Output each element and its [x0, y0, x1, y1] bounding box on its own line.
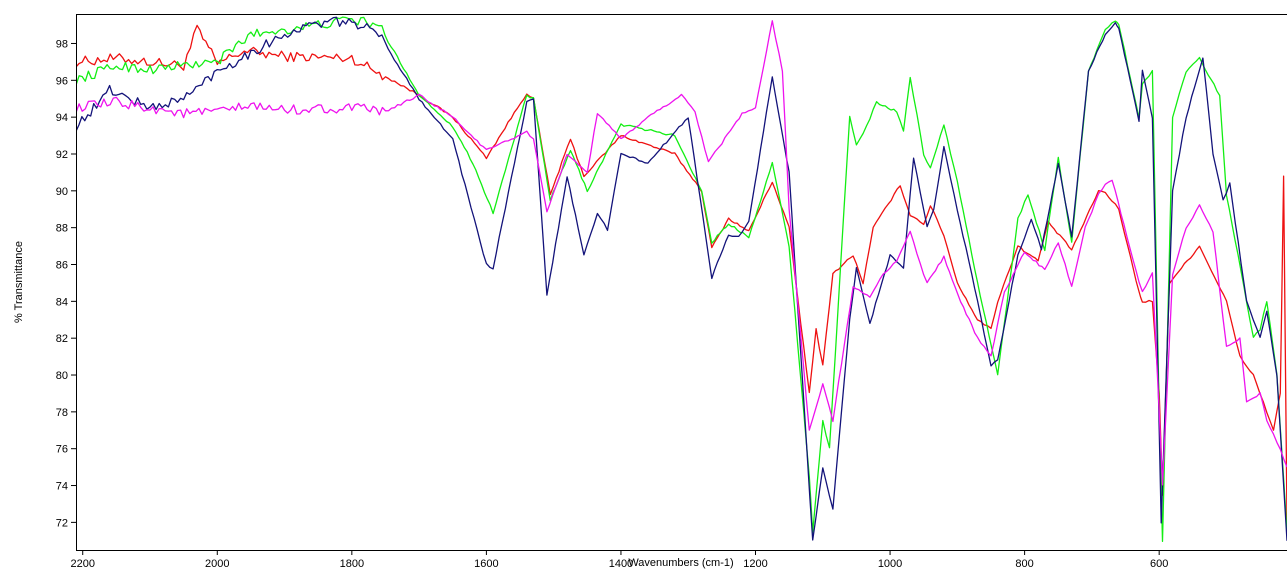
- spectrum-series-line: [76, 20, 1287, 486]
- y-tick-label: 72: [56, 517, 68, 529]
- x-axis-label: Wavenumbers (cm-1): [628, 557, 733, 569]
- y-tick-label: 76: [56, 444, 68, 456]
- x-tick-label: 800: [1015, 558, 1033, 569]
- y-tick-label: 86: [56, 260, 68, 272]
- y-tick-label: 84: [56, 296, 68, 308]
- y-axis: 72 74 76 78 80 82 84 86 88 90 92 94 96 98: [56, 38, 76, 529]
- x-tick-label: 1400: [609, 558, 633, 569]
- x-tick-label: 2200: [70, 558, 94, 569]
- x-tick-label: 1000: [878, 558, 902, 569]
- y-tick-label: 88: [56, 223, 68, 235]
- y-tick-label: 92: [56, 149, 68, 161]
- y-tick-label: 96: [56, 75, 68, 87]
- spectrum-series-line: [76, 16, 1287, 541]
- x-axis: 2200 2000 1800 1600 1400 1200 1000 800 600: [70, 550, 1168, 569]
- series-group: [76, 16, 1287, 542]
- y-tick-label: 98: [56, 38, 68, 50]
- y-axis-label: % Transmittance: [13, 241, 25, 323]
- x-tick-label: 1600: [474, 558, 498, 569]
- y-tick-label: 82: [56, 333, 68, 345]
- y-tick-label: 78: [56, 407, 68, 419]
- plot-frame: [76, 14, 1287, 551]
- y-tick-label: 74: [56, 481, 68, 493]
- x-tick-label: 1800: [340, 558, 364, 569]
- x-tick-label: 1200: [743, 558, 767, 569]
- x-tick-label: 2000: [205, 558, 229, 569]
- y-tick-label: 90: [56, 186, 68, 198]
- y-tick-label: 94: [56, 112, 68, 124]
- spectrum-series-line: [76, 24, 1287, 523]
- y-tick-label: 80: [56, 370, 68, 382]
- x-tick-label: 600: [1150, 558, 1168, 569]
